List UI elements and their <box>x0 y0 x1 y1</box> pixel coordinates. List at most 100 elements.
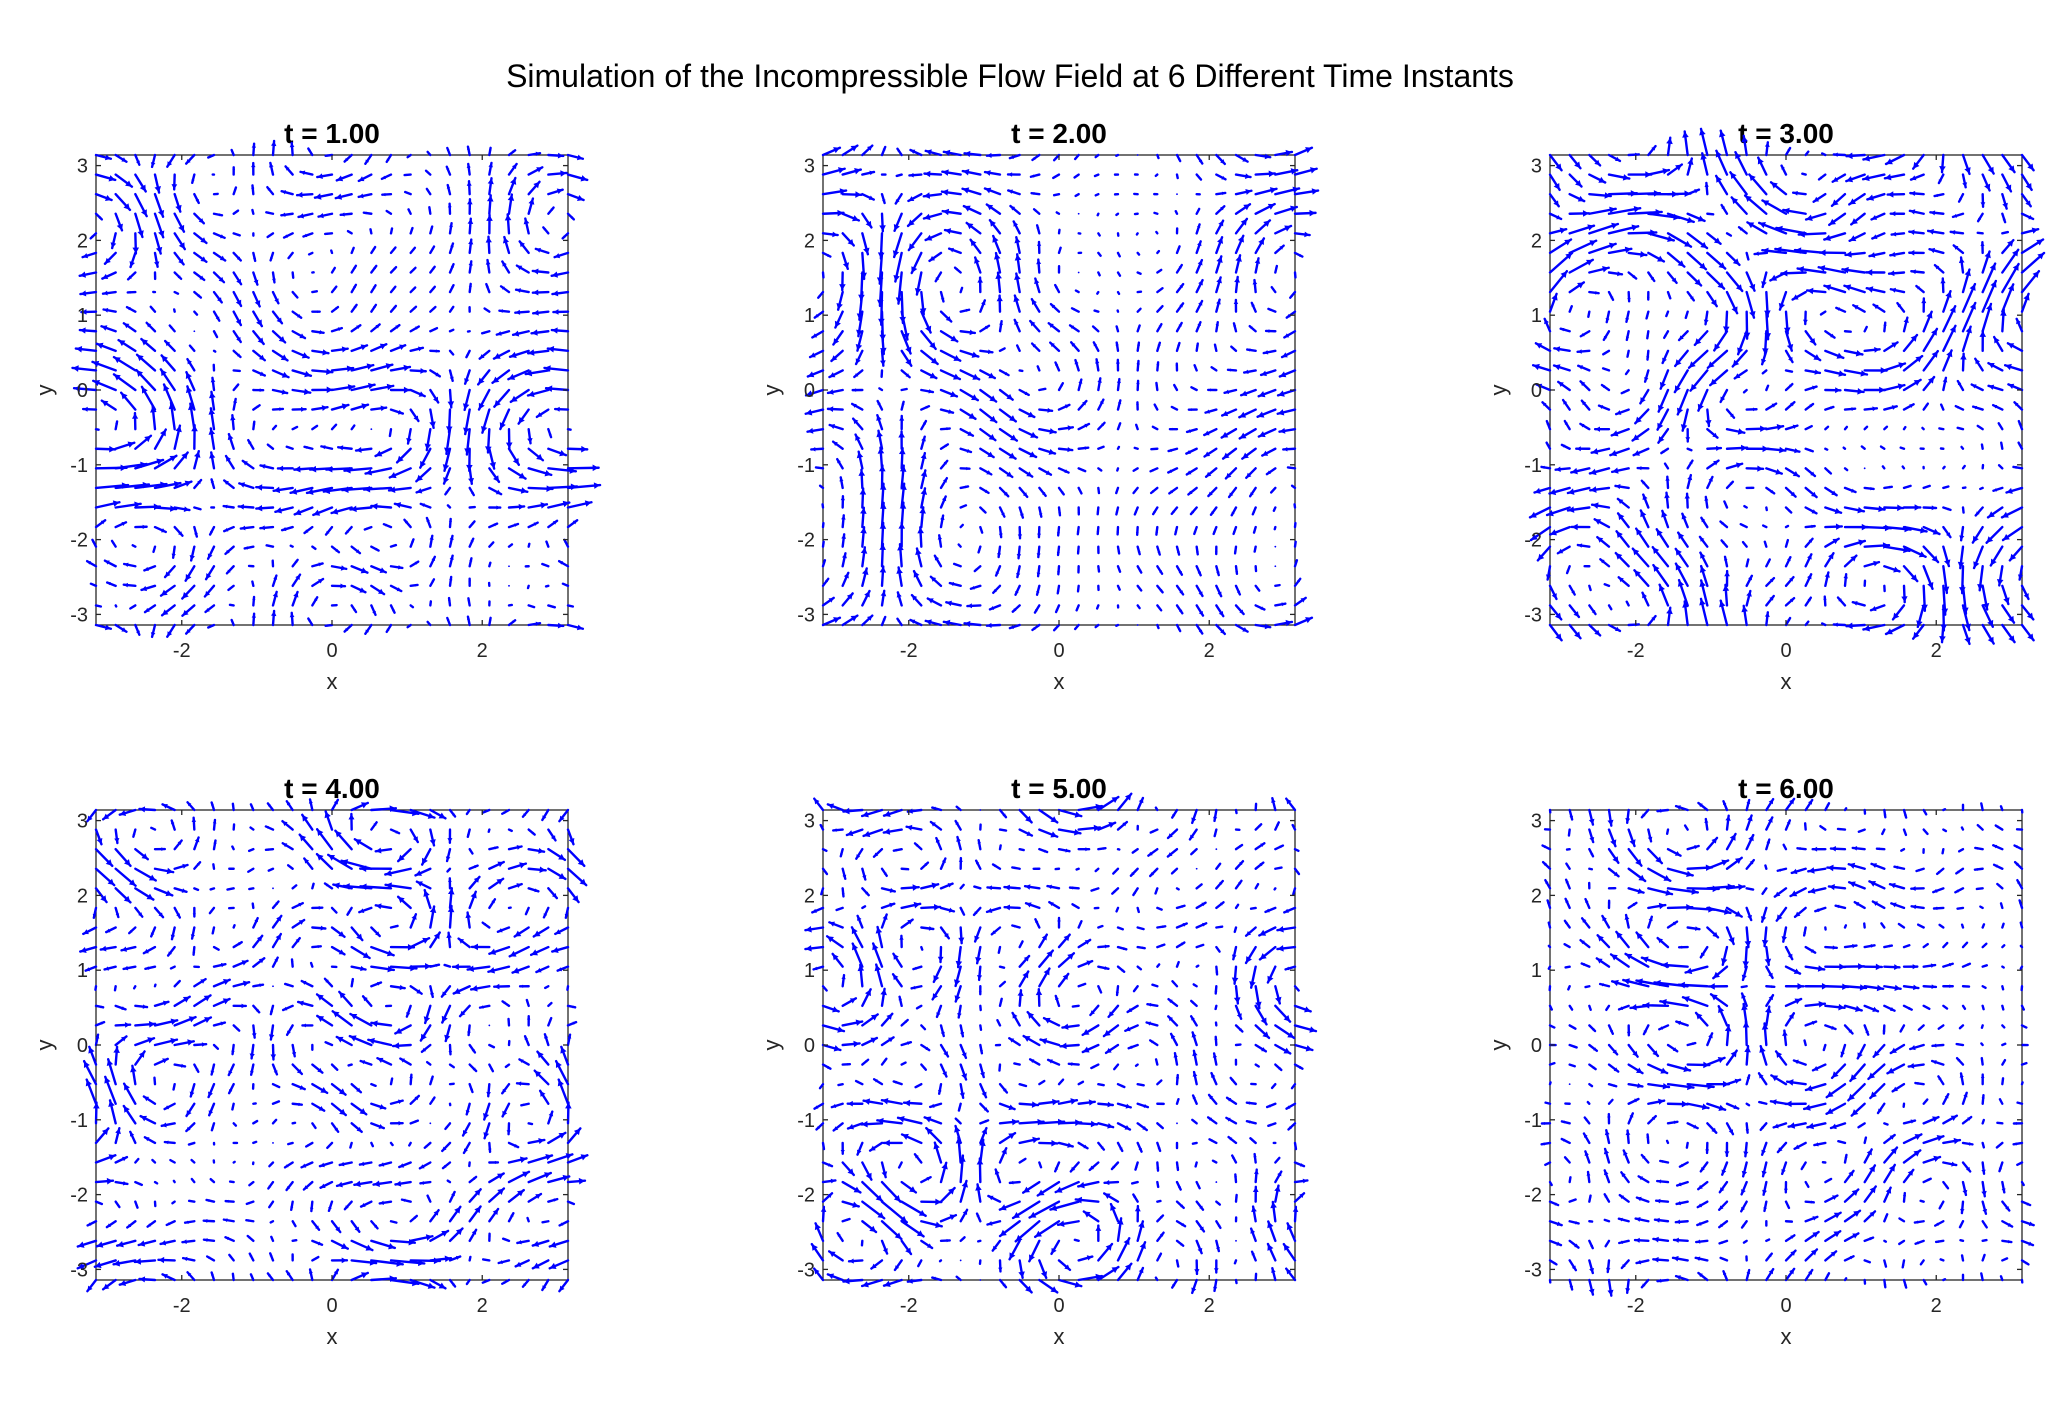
flow-arrow <box>1234 1278 1238 1285</box>
flow-arrow <box>934 271 943 283</box>
flow-arrow <box>291 425 299 431</box>
flow-arrow <box>91 360 117 372</box>
flow-arrow <box>103 559 117 568</box>
flow-arrow <box>209 887 216 891</box>
flow-arrow <box>212 232 226 240</box>
flow-arrow <box>384 1004 393 1008</box>
y-tick-label: 1 <box>1531 960 1542 982</box>
flow-arrow <box>364 467 393 476</box>
flow-arrow <box>1981 964 1989 968</box>
flow-arrow <box>1842 446 1847 450</box>
flow-arrow <box>110 232 117 250</box>
flow-arrow <box>804 408 825 416</box>
flow-arrow <box>132 232 140 255</box>
flow-arrow <box>541 1278 550 1292</box>
y-axis-label: y <box>759 385 784 396</box>
flow-arrow <box>1540 1141 1552 1146</box>
flow-arrow <box>370 604 377 617</box>
flow-arrow <box>553 251 570 259</box>
flow-arrow <box>1961 985 1971 988</box>
flow-arrow <box>828 423 844 431</box>
flow-arrow <box>878 290 885 327</box>
flow-arrow <box>86 1278 98 1293</box>
x-axis-label: x <box>327 1324 338 1349</box>
flow-arrow <box>289 611 295 627</box>
flow-arrow <box>276 465 294 472</box>
flow-arrow <box>1588 584 1592 592</box>
flow-arrow <box>94 604 103 608</box>
flow-arrow <box>498 309 511 313</box>
flow-arrow <box>507 1017 511 1027</box>
flow-arrow <box>291 290 299 299</box>
flow-arrow <box>531 289 550 296</box>
flow-arrow <box>820 887 825 896</box>
flow-arrow <box>488 1024 491 1027</box>
flow-arrow <box>507 543 514 548</box>
flow-arrow <box>478 349 491 360</box>
x-tick-label: 0 <box>1053 1295 1064 1317</box>
flow-arrow <box>210 506 216 509</box>
flow-arrow <box>1531 363 1552 372</box>
flow-arrow <box>94 212 104 221</box>
flow-arrow <box>320 445 334 450</box>
flow-arrow <box>876 413 884 431</box>
flow-arrow <box>527 197 535 215</box>
flow-arrow <box>1077 212 1080 215</box>
flow-arrow <box>814 1222 825 1243</box>
flow-arrow <box>906 212 923 228</box>
flow-arrow <box>1960 826 1965 831</box>
flow-arrow <box>491 369 511 385</box>
flow-arrow <box>1054 867 1061 871</box>
flow-arrow <box>1881 465 1886 470</box>
flow-arrow <box>1921 426 1925 431</box>
flow-arrow <box>917 526 924 548</box>
flow-arrow <box>508 565 510 568</box>
subplot-title: t = 1.00 <box>284 118 380 149</box>
flow-arrow <box>389 323 401 333</box>
flow-arrow <box>140 385 157 411</box>
flow-arrow <box>1097 545 1100 555</box>
flow-arrow <box>89 582 98 588</box>
flow-arrow <box>409 560 420 568</box>
flow-arrow <box>307 251 314 256</box>
flow-arrow <box>939 369 962 381</box>
flow-arrow <box>140 337 157 353</box>
flow-arrow <box>1564 1102 1571 1105</box>
flow-arrow <box>232 369 241 373</box>
flow-arrow <box>1565 847 1571 851</box>
flow-arrow <box>1548 1004 1554 1011</box>
flow-arrow <box>448 262 455 274</box>
flow-arrow <box>409 226 414 235</box>
flow-arrow <box>1863 579 1867 588</box>
flow-arrow <box>271 424 278 431</box>
flow-arrow <box>551 290 570 297</box>
subplot-1: t = 1.00 3 2 1 0 -1 -2 -3 -2 0 2 x y <box>32 118 602 694</box>
flow-arrow <box>193 330 196 333</box>
flow-arrow <box>527 467 553 477</box>
flow-arrow <box>1055 211 1061 215</box>
flow-arrow <box>806 369 825 378</box>
flow-arrow <box>977 1239 982 1243</box>
flow-arrow <box>193 887 200 892</box>
flow-arrow <box>330 305 340 313</box>
flow-arrow <box>293 506 314 516</box>
flow-arrow <box>122 582 137 588</box>
flow-arrow <box>841 167 862 176</box>
vector-field <box>804 144 1320 636</box>
flow-arrow <box>193 192 200 205</box>
y-tick-label: 0 <box>804 380 815 402</box>
flow-arrow <box>232 232 241 237</box>
flow-arrow <box>429 408 436 430</box>
subplot-title: t = 2.00 <box>1011 118 1107 149</box>
flow-arrow <box>813 797 825 812</box>
flow-arrow <box>171 173 178 191</box>
flow-arrow <box>1074 289 1080 294</box>
flow-arrow <box>1293 521 1297 529</box>
flow-arrow <box>900 330 912 355</box>
flow-arrow <box>466 447 473 473</box>
flow-arrow <box>566 464 600 472</box>
flow-arrow <box>211 173 216 176</box>
x-tick-label: 0 <box>1780 1295 1791 1317</box>
flow-arrow <box>544 985 550 990</box>
flow-arrow <box>2020 227 2040 235</box>
